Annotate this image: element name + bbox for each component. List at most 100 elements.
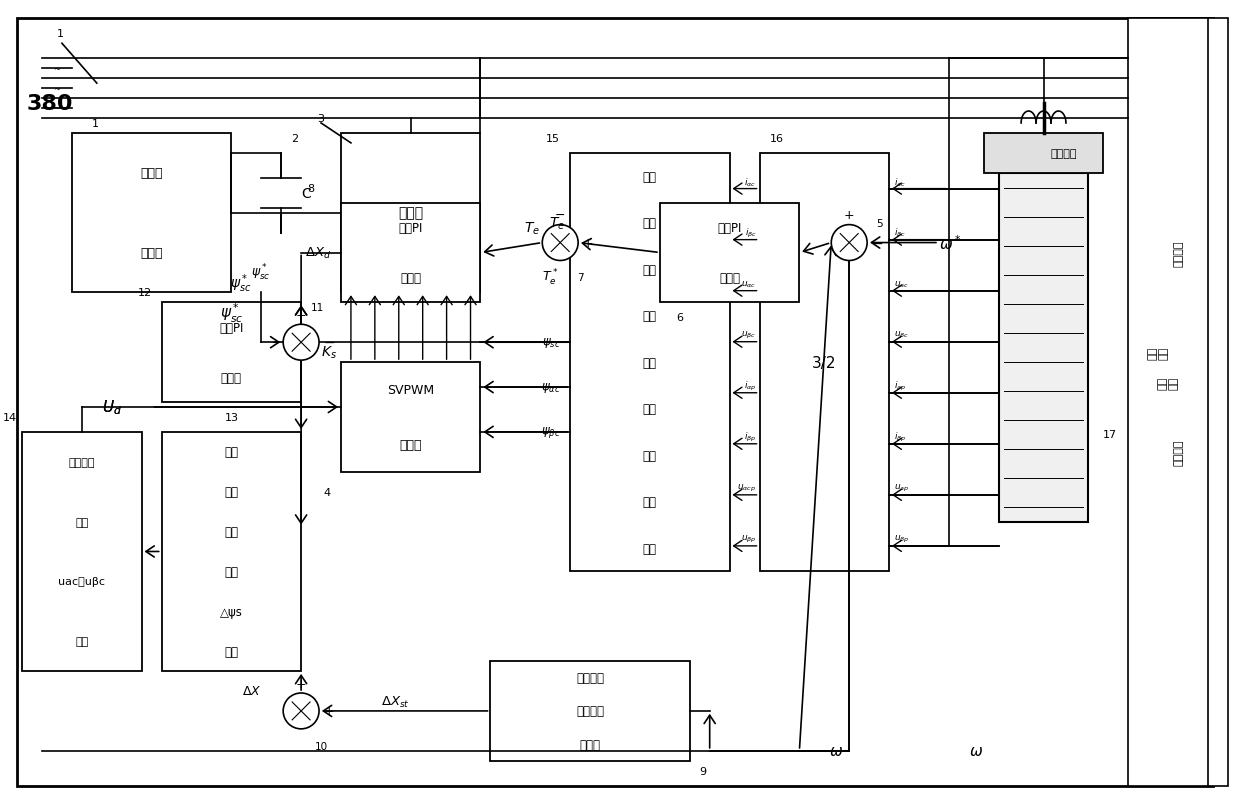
Text: 逆变器: 逆变器 [398,206,423,221]
Text: $\omega$: $\omega$ [830,743,843,759]
Text: 速度PI: 速度PI [718,222,742,235]
Text: 控制绕组: 控制绕组 [577,671,604,684]
Text: 整流器: 整流器 [140,247,162,260]
Text: 11: 11 [311,303,325,313]
Text: C: C [301,187,311,200]
Text: 电磁: 电磁 [642,170,657,184]
Text: +: + [583,237,594,249]
Bar [161,432,301,671]
Text: +: + [324,704,335,718]
Text: 及功: 及功 [642,263,657,276]
Text: 磁链: 磁链 [224,525,238,538]
Text: 1: 1 [92,119,99,129]
Text: 调节器: 调节器 [221,371,242,384]
Text: −: − [556,209,565,222]
Text: 6: 6 [676,313,683,323]
Text: $\Delta X_d$: $\Delta X_d$ [305,245,331,261]
Text: ~: ~ [53,65,61,74]
Text: $\Delta X$: $\Delta X$ [242,685,262,698]
Text: 计算: 计算 [642,542,657,555]
Text: uac、uβc: uac、uβc [58,577,105,586]
Bar [660,204,800,303]
Text: $\psi_{\beta c}$: $\psi_{\beta c}$ [541,425,560,439]
Text: +: + [844,209,854,222]
Text: $i_{\alpha c}$: $i_{\alpha c}$ [744,176,756,188]
Text: 17: 17 [1104,430,1117,439]
Text: $i_{\beta p}$: $i_{\beta p}$ [744,431,756,444]
Text: 4: 4 [324,487,331,497]
Text: 14: 14 [2,412,17,423]
Text: 计算: 计算 [224,645,238,658]
Text: $\psi_{sc}^*$: $\psi_{sc}^*$ [219,302,243,325]
Text: 5: 5 [875,218,883,229]
Text: 磁链PI: 磁链PI [219,322,243,334]
Text: 计算: 计算 [76,636,88,646]
Circle shape [831,225,867,261]
Text: $U_d$: $U_d$ [102,398,122,417]
Text: 2: 2 [291,134,299,144]
Bar [341,204,480,303]
Text: 控制: 控制 [224,446,238,459]
Text: SVPWM: SVPWM [387,383,434,396]
Text: $i_{\alpha p}$: $i_{\alpha p}$ [744,380,756,393]
Text: 15: 15 [546,134,560,144]
Text: +: + [296,309,306,322]
Text: $i_{ac}$: $i_{ac}$ [894,176,906,188]
Circle shape [283,693,319,729]
Text: $\omega^*$: $\omega^*$ [939,234,961,253]
Text: $i_{\beta c}$: $i_{\beta c}$ [744,227,756,240]
Text: 功率绕组: 功率绕组 [1173,240,1183,266]
Text: $\psi_{sc}^*$: $\psi_{sc}^*$ [229,272,252,294]
Text: $u_{\beta p}$: $u_{\beta p}$ [742,533,756,545]
Text: 绕组: 绕组 [224,485,238,499]
Text: 磁链: 磁链 [642,496,657,508]
Text: 功率
绕组: 功率 绕组 [1157,376,1179,389]
Text: $U_d$: $U_d$ [102,398,122,417]
Text: 8: 8 [308,184,315,193]
Bar [341,363,480,472]
Text: −: − [872,237,883,250]
Text: 组、: 组、 [642,356,657,369]
Text: $i_{\beta p}$: $i_{\beta p}$ [894,431,906,444]
Text: $u_{ap}$: $u_{ap}$ [894,483,909,494]
Text: 功率
绕组: 功率 绕组 [1147,346,1169,359]
Text: 3/2: 3/2 [812,355,837,371]
Text: $\psi_{\alpha c}$: $\psi_{\alpha c}$ [541,381,560,395]
Text: 磁链静态: 磁链静态 [577,704,604,718]
Text: $u_{\beta p}$: $u_{\beta p}$ [894,533,909,545]
Text: $\psi_{sc}^*$: $\psi_{sc}^*$ [252,263,272,283]
Text: △ψs: △ψs [219,605,243,618]
Text: 绕组: 绕组 [642,449,657,462]
Text: 角计算: 角计算 [579,738,600,751]
Text: $u_{ac}$: $u_{ac}$ [894,279,909,290]
Circle shape [542,225,578,261]
Text: $T_e$: $T_e$ [549,215,565,232]
Text: $K_s$: $K_s$ [321,345,337,361]
Text: 调节器: 调节器 [401,272,422,285]
Text: 转矩: 转矩 [642,217,657,230]
Text: ~: ~ [53,84,61,94]
Text: 控制绕组: 控制绕组 [1050,148,1076,159]
Bar [570,154,729,572]
Text: 电压: 电压 [76,517,88,527]
Text: $\omega$: $\omega$ [968,743,983,759]
Text: $u_{\alpha c}$: $u_{\alpha c}$ [742,279,756,290]
Text: 率绕: 率绕 [642,310,657,322]
Text: $u_{\beta c}$: $u_{\beta c}$ [894,330,909,341]
Text: 功率绕组: 功率绕组 [1173,439,1183,465]
Text: 16: 16 [770,134,784,144]
Text: 3: 3 [317,114,325,124]
Bar [1128,19,1208,786]
Text: 13: 13 [224,412,238,423]
Bar [983,134,1104,173]
Text: 1: 1 [57,29,64,39]
Text: 增量: 增量 [224,565,238,578]
Text: $T_e$: $T_e$ [525,220,541,237]
Bar [1138,19,1228,786]
Bar [22,432,141,671]
Text: 7: 7 [577,273,584,283]
Text: $i_{ap}$: $i_{ap}$ [894,380,906,393]
Text: 发生器: 发生器 [399,439,422,452]
Bar [998,173,1089,522]
Text: $i_{\beta c}$: $i_{\beta c}$ [894,227,906,240]
